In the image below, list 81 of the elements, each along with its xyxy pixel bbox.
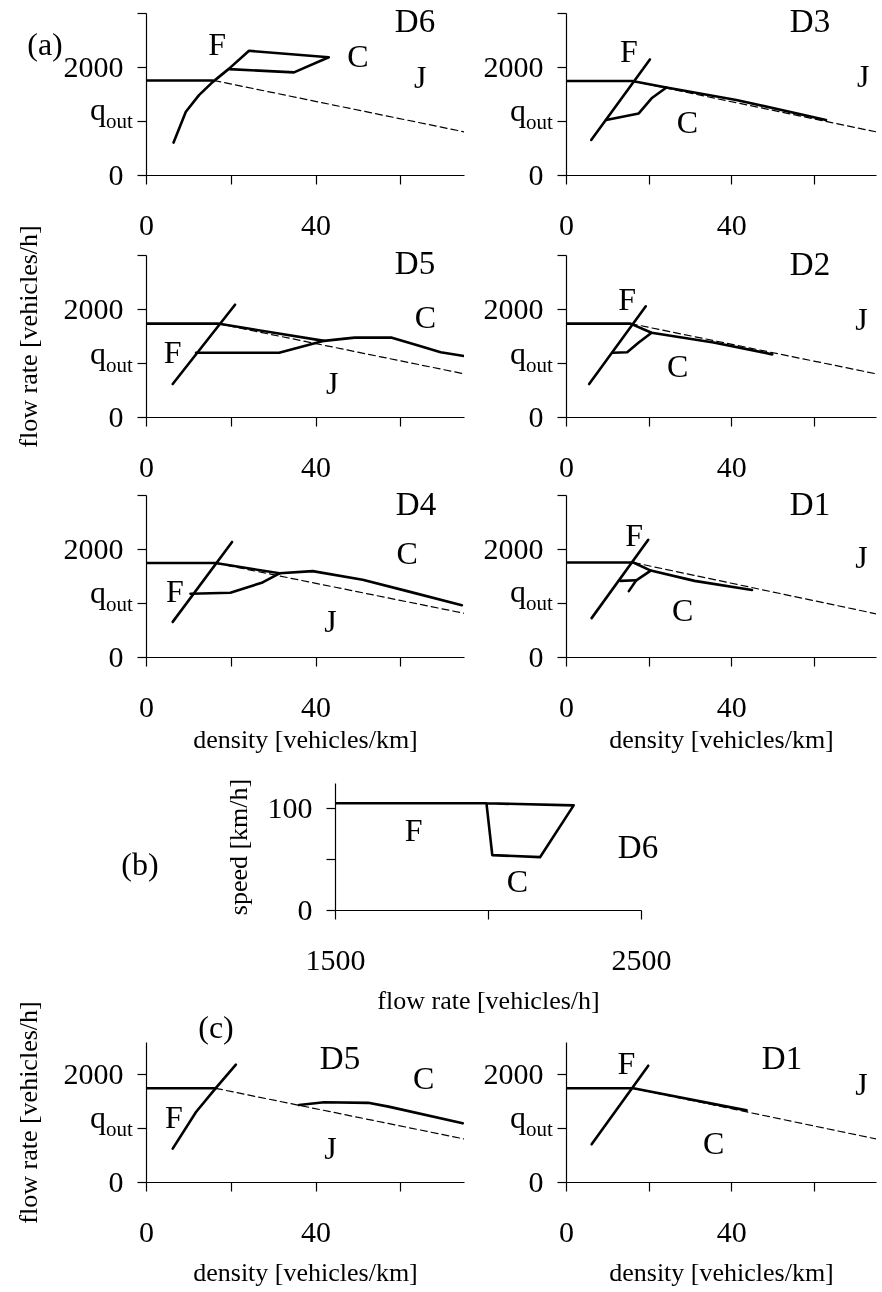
annotation: C [666, 348, 689, 385]
x-tick-label: 1500 [305, 942, 366, 976]
chart-title: D3 [789, 3, 831, 39]
x-axis-title: density [vehicles/km] [609, 724, 834, 754]
text: (a) [27, 26, 63, 62]
annotation: C [396, 535, 418, 572]
x-tick-label: 40 [301, 1214, 332, 1248]
annotation: J [855, 538, 868, 575]
y-axis-title: speed [km/h] [223, 778, 253, 916]
x-tick-label: 0 [559, 449, 574, 483]
annotation: C [702, 1125, 725, 1162]
x-tick-label: 40 [301, 689, 332, 723]
x-tick-label: 2500 [611, 942, 672, 976]
y-tick-label: 0 [528, 157, 544, 191]
y-tick-label: 2000 [483, 1056, 544, 1090]
y-tick-label: 0 [108, 1164, 124, 1198]
x-axis-title: flow rate [vehicles/h] [377, 985, 600, 1015]
y-tick-label: 0 [528, 1164, 544, 1198]
chart-title: D1 [761, 1040, 803, 1076]
chart-title: D1 [789, 486, 831, 522]
annotation: F [208, 26, 227, 63]
chart-title: D2 [789, 246, 831, 282]
annotation: J [855, 1065, 868, 1102]
annotation: J [856, 57, 870, 94]
annotation: J [414, 59, 427, 96]
x-tick-label: 0 [559, 207, 574, 241]
annotation: C [676, 104, 699, 141]
x-tick-label: 0 [139, 449, 154, 483]
x-tick-label: 0 [139, 1214, 154, 1248]
chart-title: D5 [319, 1040, 361, 1076]
x-tick-label: 40 [301, 207, 332, 241]
x-tick-label: 0 [559, 689, 574, 723]
chart-title: D5 [394, 245, 436, 281]
x-tick-label: 40 [716, 207, 747, 241]
annotation: J [325, 365, 339, 402]
y-tick-label: 0 [108, 157, 124, 191]
x-tick-label: 0 [559, 1214, 574, 1248]
y-tick-label: 2000 [483, 49, 544, 83]
annotation: J [324, 602, 337, 639]
y-tick-label: 0 [108, 399, 124, 433]
annotation: J [855, 300, 868, 337]
annotation: C [347, 38, 369, 75]
x-axis-title: density [vehicles/km] [193, 1257, 418, 1287]
x-axis-title: density [vehicles/km] [609, 1257, 834, 1287]
annotation: F [165, 573, 184, 610]
y-tick-label: 100 [267, 790, 313, 824]
y-tick-label: 2000 [63, 291, 124, 325]
x-tick-label: 0 [139, 207, 154, 241]
annotation: F [618, 280, 637, 317]
annotation: F [625, 516, 644, 553]
annotation: C [414, 299, 437, 336]
annotation: C [506, 862, 529, 899]
annotation: F [619, 32, 638, 69]
annotation: F [165, 1098, 183, 1135]
x-tick-label: 40 [716, 1214, 747, 1248]
y-tick-label: 2000 [483, 291, 544, 325]
chart-title: D6 [394, 3, 436, 39]
annotation: F [404, 811, 423, 848]
y-tick-label: 2000 [63, 531, 124, 565]
x-tick-label: 0 [139, 689, 154, 723]
y-axis-title: flow rate [vehicles/h] [13, 225, 43, 448]
chart-title: D4 [395, 486, 437, 522]
annotation: F [617, 1044, 636, 1081]
annotation: (c) [198, 1009, 234, 1045]
y-tick-label: 0 [528, 399, 544, 433]
x-axis-title: density [vehicles/km] [193, 724, 418, 754]
x-tick-label: 40 [301, 449, 332, 483]
y-axis-title: flow rate [vehicles/h] [13, 1001, 43, 1224]
y-tick-label: 2000 [63, 1056, 124, 1090]
annotation: F [163, 333, 182, 370]
text: D6 [617, 829, 659, 865]
annotation: J [324, 1129, 337, 1166]
y-tick-label: 2000 [483, 531, 544, 565]
y-tick-label: 2000 [63, 49, 124, 83]
annotation: C [671, 591, 694, 628]
y-tick-label: 0 [108, 639, 124, 673]
text: (b) [121, 846, 159, 882]
x-tick-label: 40 [716, 449, 747, 483]
annotation: C [413, 1059, 435, 1096]
y-tick-label: 0 [528, 639, 544, 673]
x-tick-label: 40 [716, 689, 747, 723]
